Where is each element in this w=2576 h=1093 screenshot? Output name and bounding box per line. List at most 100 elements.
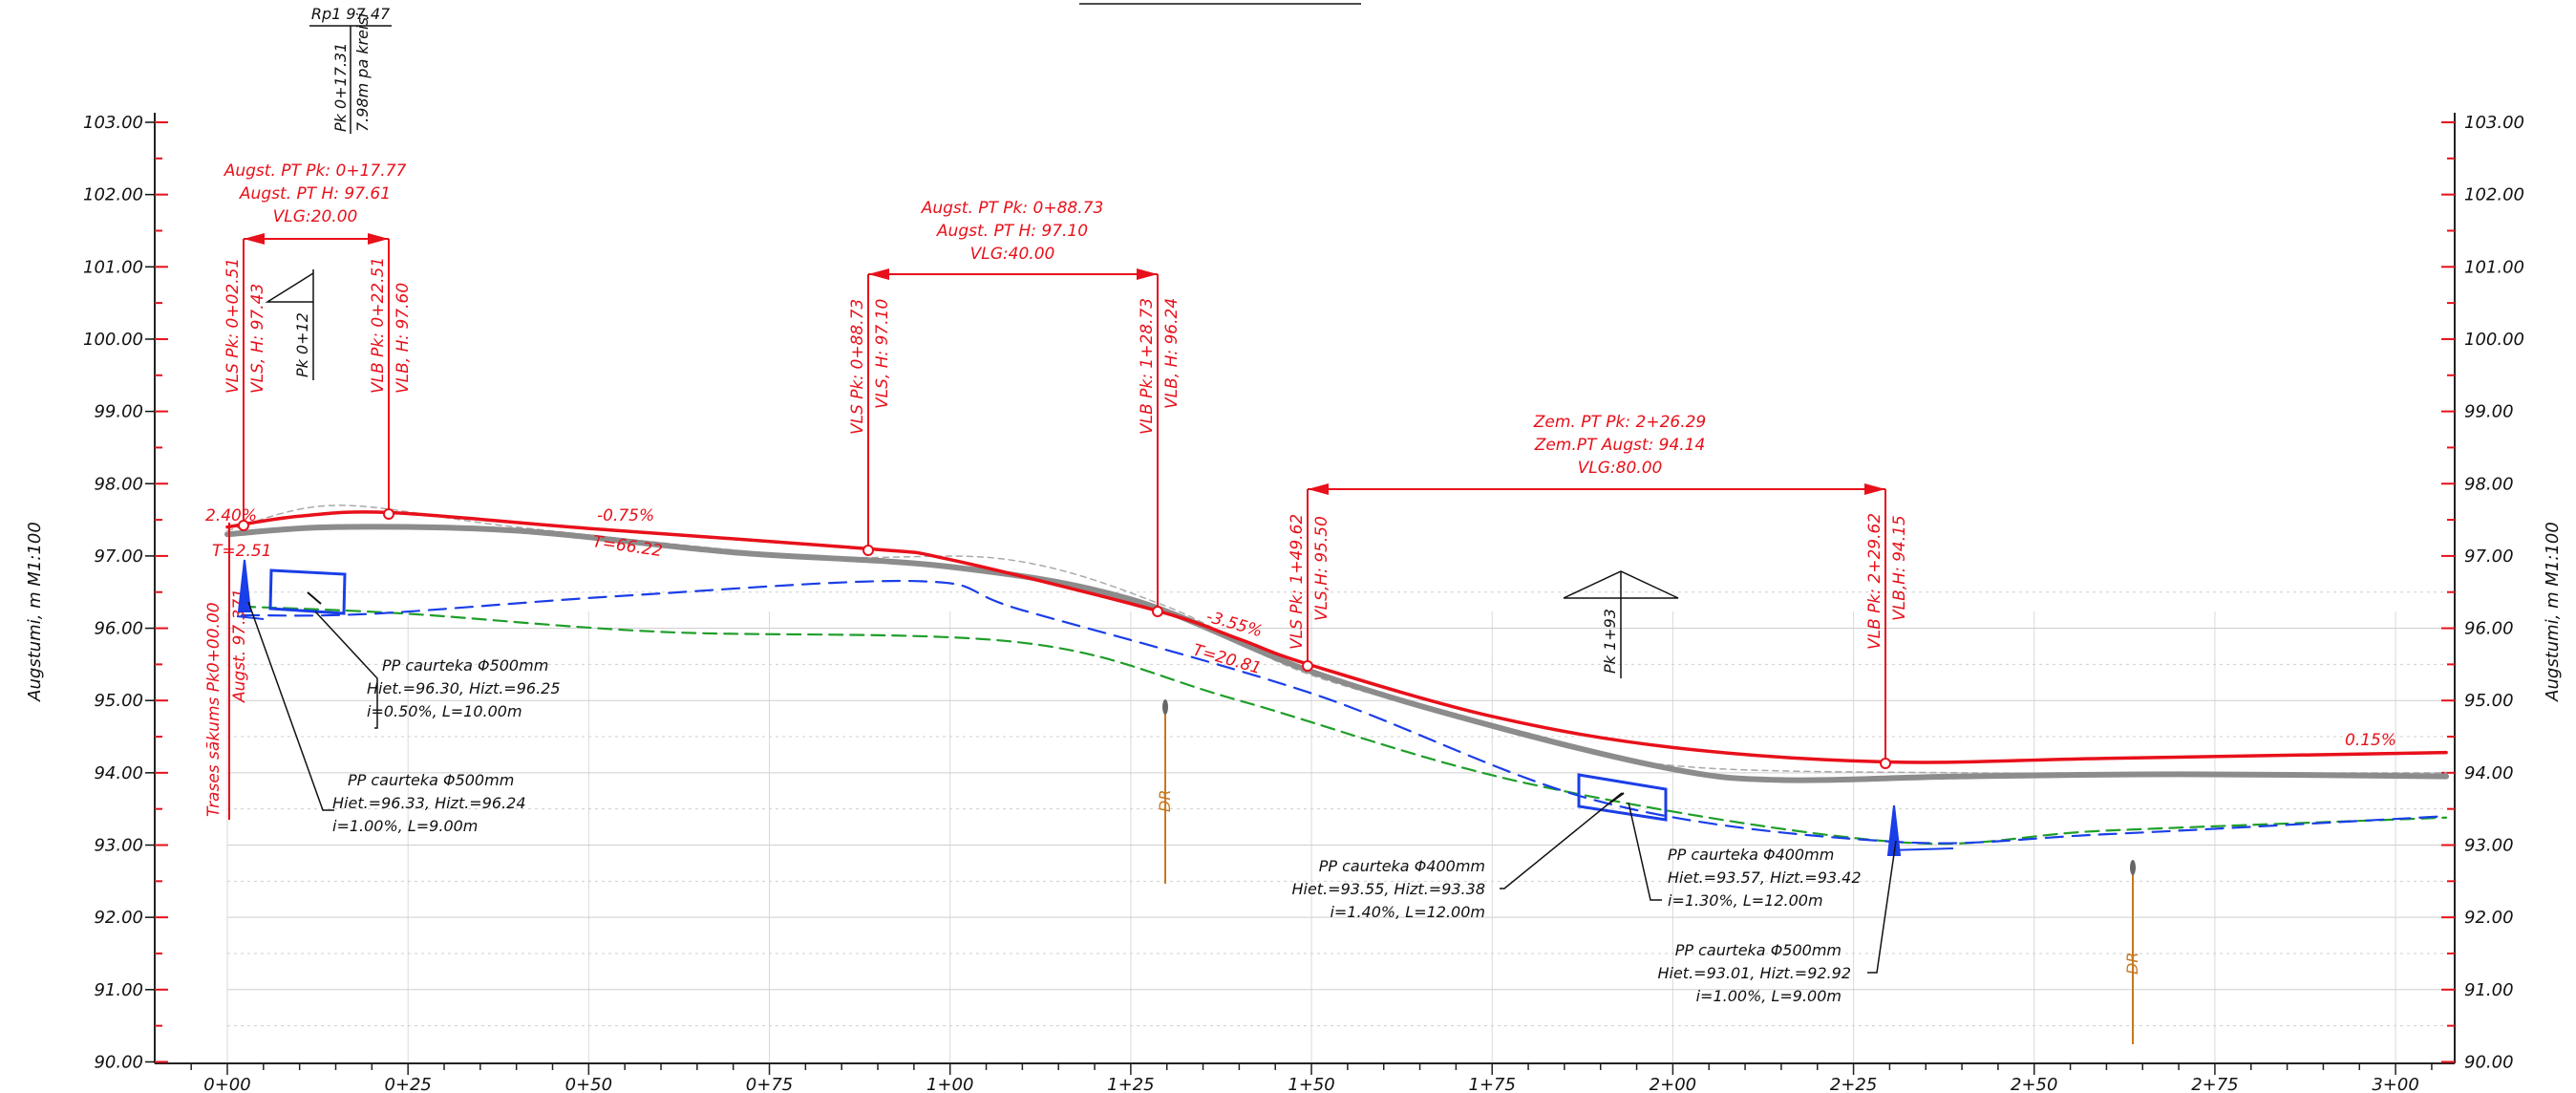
y-axis-title-left: Augstumi, m M1:100 (25, 522, 45, 702)
curve-3-labels: Zem. PT Pk: 2+26.29 Zem.PT Augst: 94.14 … (1288, 413, 1909, 650)
y-tick-label-left: 95.00 (94, 691, 143, 711)
curve-2-labels: Augst. PT Pk: 0+88.73 Augst. PT H: 97.10… (848, 199, 1182, 435)
tangent-1: T=2.51 (212, 542, 271, 561)
vlg2-line1: Augst. PT Pk: 0+88.73 (921, 199, 1104, 218)
curve-1-labels: Augst. PT Pk: 0+17.77 Augst. PT H: 97.61… (224, 161, 413, 394)
culvert-4-type: PP caurteka Φ400mm (1668, 846, 1834, 864)
y-tick-label-right: 92.00 (2464, 908, 2514, 928)
y-tick-label-right: 98.00 (2464, 474, 2514, 494)
series-line-blue-line (241, 579, 2448, 845)
vlg1-line1: Augst. PT Pk: 0+17.77 (224, 161, 407, 181)
culvert-3-heights: Hiet.=93.55, Hizt.=93.38 (1291, 880, 1485, 898)
x-tick-label: 1+25 (1107, 1075, 1154, 1093)
series-line-green-line (241, 605, 2448, 846)
grade-2: -0.75% (597, 506, 654, 525)
benchmark-offset: 7.98m pa kreisi (353, 12, 372, 132)
y-tick-label-right: 95.00 (2464, 691, 2514, 711)
dr-label-1: DR (1156, 790, 1174, 812)
series-line-ground (224, 524, 2450, 783)
vertical-curve-3 (1302, 483, 1891, 769)
y-tick-label-left: 99.00 (94, 402, 143, 422)
series-line-ground-ref (226, 504, 2447, 775)
vls3-pk: VLS Pk: 1+49.62 (1288, 514, 1307, 650)
series-line-design (225, 510, 2448, 764)
x-tick-label: 2+25 (1830, 1075, 1877, 1093)
x-tick-label: 2+75 (2191, 1075, 2238, 1093)
y-axis-title-right: Augstumi, m M1:100 (2543, 522, 2563, 702)
y-tick-label-right: 102.00 (2464, 185, 2524, 205)
culvert-4-slope: i=1.30%, L=12.00m (1668, 891, 1823, 910)
pk-0-12-marker (265, 269, 314, 380)
y-tick-label-right: 91.00 (2464, 980, 2514, 1000)
vlb2-pk: VLB Pk: 1+28.73 (1138, 298, 1157, 435)
y-tick-label-left: 102.00 (83, 185, 143, 205)
culvert-5-slope: i=1.00%, L=9.00m (1696, 987, 1842, 1005)
x-tick-label: 1+00 (926, 1075, 973, 1093)
grid-lines (226, 591, 2450, 1063)
culvert-1-heights: Hiet.=96.30, Hizt.=96.25 (367, 679, 561, 697)
y-tick-label-right: 96.00 (2464, 619, 2514, 639)
culvert-1-type: PP caurteka Φ500mm (382, 656, 548, 675)
y-tick-label-right: 94.00 (2464, 763, 2514, 783)
vls3-h: VLS,H: 95.50 (1312, 516, 1331, 621)
vls1-h: VLS, H: 97.43 (248, 284, 267, 394)
vlb3-pk: VLB Pk: 2+29.62 (1865, 513, 1884, 650)
dr-marker-2 (2130, 860, 2136, 1044)
vertical-curve-2 (862, 268, 1163, 617)
x-tick-labels: 0+00 0+25 0+50 0+75 1+00 1+25 1+50 1+75 2+00 2+25… (203, 1075, 2419, 1093)
x-tick-label: 1+75 (1468, 1075, 1515, 1093)
vlg3-line2: Zem.PT Augst: 94.14 (1534, 436, 1706, 455)
y-tick-label-left: 101.00 (83, 257, 143, 277)
culvert-3-type: PP caurteka Φ400mm (1319, 857, 1485, 875)
pk-1-93-marker (1563, 570, 1679, 678)
x-tick-label: 0+25 (384, 1075, 431, 1093)
tangent-2: T=66.22 (591, 532, 663, 561)
y-tick-label-right: 101.00 (2464, 257, 2524, 277)
vlb2-h: VLB, H: 96.24 (1162, 298, 1182, 409)
culvert-4-heights: Hiet.=93.57, Hizt.=93.42 (1668, 868, 1862, 887)
y-tick-label-left: 90.00 (94, 1052, 143, 1072)
culvert-callout-leaders (247, 601, 1897, 974)
y-tick-label-left: 91.00 (94, 980, 143, 1000)
culvert-2-heights: Hiet.=96.33, Hizt.=96.24 (332, 794, 526, 812)
vlg2-line3: VLG:40.00 (970, 245, 1055, 264)
axes (154, 113, 2456, 1075)
profile-lines (224, 504, 2450, 846)
benchmark-label: Rp1 97.47 (311, 5, 391, 23)
y-tick-label-left: 94.00 (94, 763, 143, 783)
y-tick-label-right: 93.00 (2464, 836, 2514, 856)
culvert-1-slope: i=0.50%, L=10.00m (367, 702, 522, 720)
y-tick-label-right: 100.00 (2464, 330, 2524, 350)
vlg3-line3: VLG:80.00 (1578, 459, 1663, 478)
y-tick-label-right: 90.00 (2464, 1052, 2514, 1072)
x-tick-label: 2+50 (2011, 1075, 2057, 1093)
y-tick-labels: 103.00 103.00 102.00 102.00 101.00 101.00 100.… (83, 113, 2524, 1072)
x-tick-label: 0+50 (565, 1075, 612, 1093)
y-tick-label-left: 96.00 (94, 619, 143, 639)
pk-0-12-label: Pk 0+12 (293, 312, 311, 377)
y-tick-label-right: 99.00 (2464, 402, 2514, 422)
grade-4: 0.15% (2345, 731, 2396, 750)
culvert-callout-4: PP caurteka Φ400mm Hiet.=93.57, Hizt.=93… (1668, 846, 1862, 910)
culvert-callout-5: PP caurteka Φ500mm Hiet.=93.01, Hizt.=92… (1657, 941, 1851, 1005)
culvert-2-type: PP caurteka Φ500mm (348, 771, 514, 789)
x-tick-label: 3+00 (2372, 1075, 2418, 1093)
y-tick-label-left: 100.00 (83, 330, 143, 350)
y-tick-label-left: 92.00 (94, 908, 143, 928)
x-tick-label: 0+00 (203, 1075, 250, 1093)
culvert-callout-3: PP caurteka Φ400mm Hiet.=93.55, Hizt.=93… (1291, 857, 1485, 921)
vlb3-h: VLB,H: 94.15 (1890, 515, 1909, 621)
dr-marker-1 (1162, 699, 1168, 884)
dr-label-2: DR (2123, 953, 2141, 975)
culvert-5-type: PP caurteka Φ500mm (1675, 941, 1842, 959)
y-tick-label-left: 93.00 (94, 836, 143, 856)
x-tick-label: 1+50 (1288, 1075, 1334, 1093)
vls1-pk: VLS Pk: 0+02.51 (224, 258, 243, 394)
y-tick-label-right: 97.00 (2464, 546, 2514, 567)
vlb1-pk: VLB Pk: 0+22.51 (369, 257, 388, 394)
vlg1-line3: VLG:20.00 (273, 207, 358, 226)
culvert-2-slope: i=1.00%, L=9.00m (332, 817, 478, 835)
grade-1: 2.40% (205, 506, 257, 525)
pk-1-93-label: Pk 1+93 (1601, 609, 1619, 674)
